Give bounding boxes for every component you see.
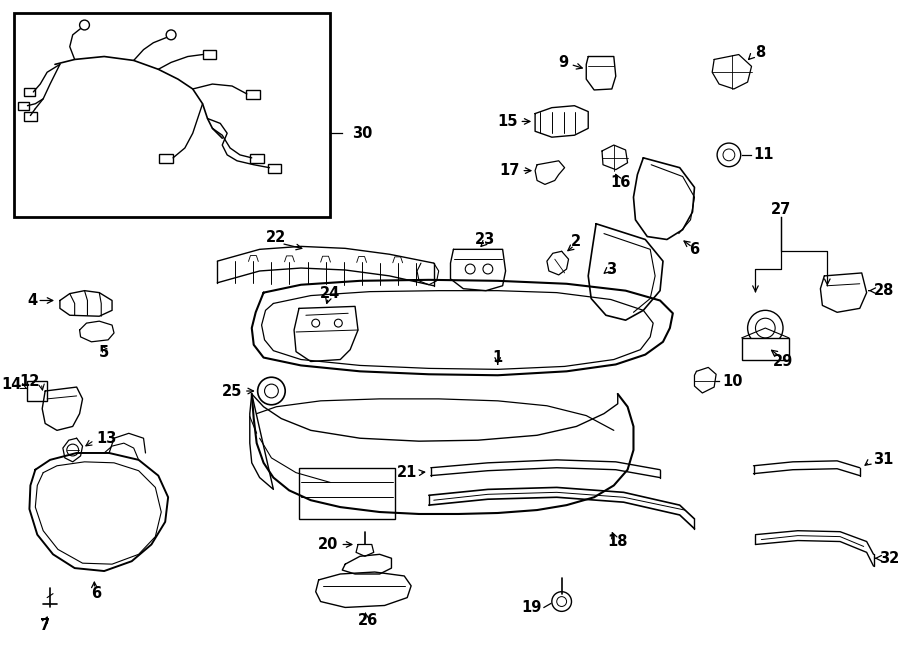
Bar xyxy=(202,50,216,59)
Circle shape xyxy=(755,318,775,338)
Bar xyxy=(14,13,330,217)
Text: 3: 3 xyxy=(606,262,616,276)
Circle shape xyxy=(79,20,89,30)
Circle shape xyxy=(311,319,320,327)
Bar xyxy=(250,154,264,163)
Text: 6: 6 xyxy=(91,586,102,601)
Text: 18: 18 xyxy=(608,534,628,549)
Bar xyxy=(246,90,259,98)
Text: 27: 27 xyxy=(771,202,791,217)
Text: 8: 8 xyxy=(755,45,766,60)
Circle shape xyxy=(557,597,567,606)
Text: 4: 4 xyxy=(27,293,37,308)
Text: 9: 9 xyxy=(558,55,569,70)
Text: 30: 30 xyxy=(352,126,373,141)
Text: 6: 6 xyxy=(689,242,699,257)
Bar xyxy=(159,154,173,163)
Circle shape xyxy=(723,149,734,161)
Text: 14: 14 xyxy=(1,377,22,391)
Circle shape xyxy=(717,143,741,167)
Text: 13: 13 xyxy=(96,431,117,446)
Text: 25: 25 xyxy=(221,383,242,399)
Circle shape xyxy=(552,592,572,611)
Circle shape xyxy=(166,30,176,40)
Text: 15: 15 xyxy=(497,114,518,129)
Text: 5: 5 xyxy=(99,345,109,360)
Bar xyxy=(23,112,37,122)
Text: 17: 17 xyxy=(499,163,519,178)
Text: 11: 11 xyxy=(753,147,774,163)
Text: 26: 26 xyxy=(357,613,378,628)
Bar xyxy=(267,164,282,173)
Bar xyxy=(18,102,30,110)
Circle shape xyxy=(257,377,285,405)
Circle shape xyxy=(67,444,78,456)
Text: 28: 28 xyxy=(874,283,894,298)
Text: 29: 29 xyxy=(773,354,793,369)
Text: 10: 10 xyxy=(722,373,742,389)
Text: 22: 22 xyxy=(266,230,286,245)
Bar xyxy=(27,381,47,401)
Bar xyxy=(23,88,35,96)
Text: 1: 1 xyxy=(492,350,503,365)
Text: 2: 2 xyxy=(572,234,581,249)
Text: 21: 21 xyxy=(397,465,417,480)
Text: 20: 20 xyxy=(318,537,338,552)
Circle shape xyxy=(335,319,342,327)
Circle shape xyxy=(748,310,783,346)
Text: 23: 23 xyxy=(475,232,495,247)
Bar xyxy=(299,468,395,519)
Bar xyxy=(742,338,789,360)
Text: 19: 19 xyxy=(522,600,542,615)
Text: 7: 7 xyxy=(40,617,50,633)
Text: 16: 16 xyxy=(610,175,631,190)
Text: 24: 24 xyxy=(320,286,340,301)
Text: 32: 32 xyxy=(879,551,900,566)
Circle shape xyxy=(265,384,278,398)
Circle shape xyxy=(465,264,475,274)
Text: 12: 12 xyxy=(19,373,40,389)
Text: 31: 31 xyxy=(874,452,894,467)
Circle shape xyxy=(483,264,493,274)
